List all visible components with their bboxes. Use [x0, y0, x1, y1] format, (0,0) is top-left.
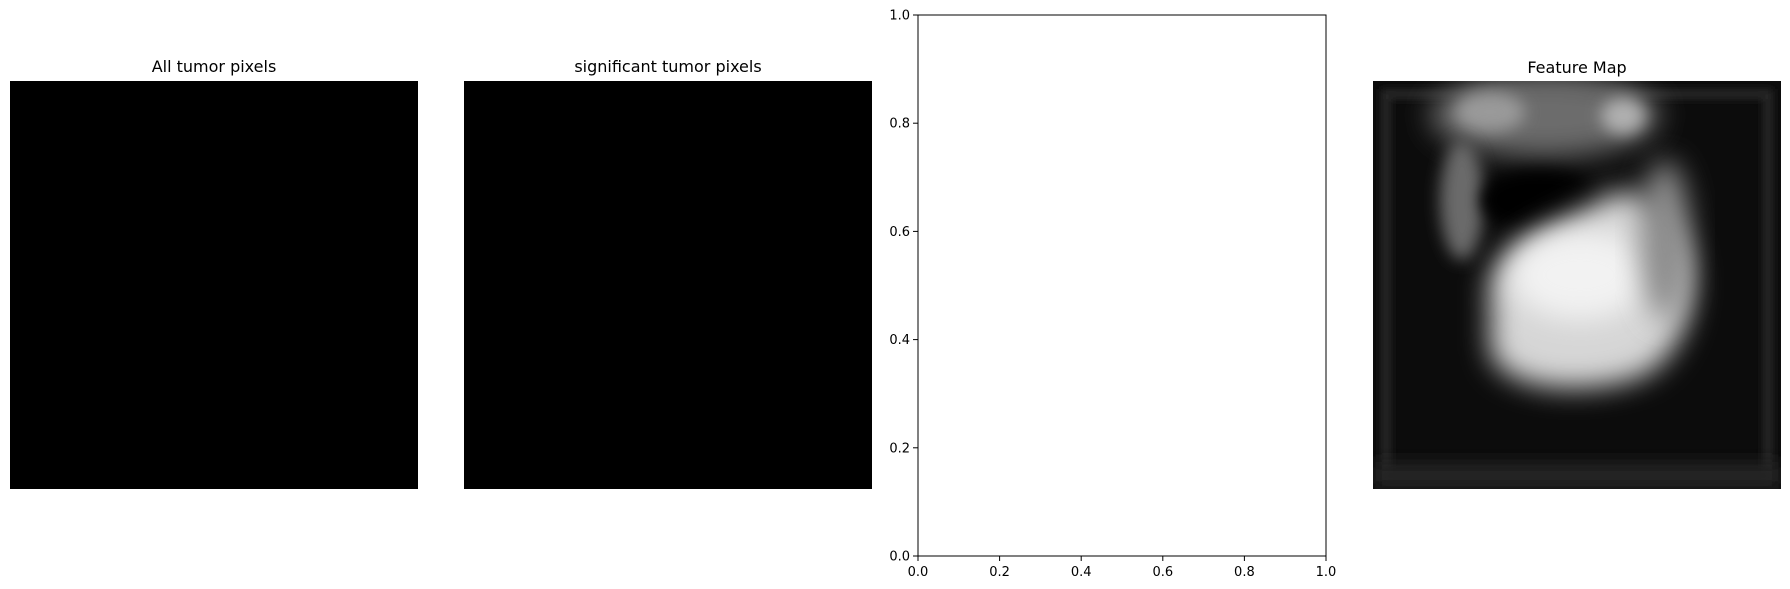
y-tick-label: 0.6 [889, 225, 910, 240]
y-tick-label: 0.2 [889, 441, 910, 456]
y-tick-label: 1.0 [889, 9, 910, 24]
axes-frame [917, 14, 1327, 557]
panel-title-feature-map: Feature Map [1527, 58, 1626, 77]
significant-tumor-pixels-image [464, 81, 872, 489]
feature-map-bottom-band [1373, 462, 1781, 489]
x-tick-label: 0.2 [989, 565, 1010, 580]
y-tick-label: 0.8 [889, 117, 910, 132]
feature-map-top-bright-right [1601, 98, 1645, 134]
x-tick-label: 0.8 [1234, 565, 1255, 580]
panel-title-significant-tumor-pixels: significant tumor pixels [574, 57, 762, 76]
x-tick-label: 0.4 [1071, 565, 1092, 580]
x-tick-label: 1.0 [1316, 565, 1337, 580]
x-tick-label: 0.0 [908, 565, 929, 580]
panel-title-all-tumor-pixels: All tumor pixels [151, 57, 277, 76]
x-axis-ticks: 0.0 0.2 0.4 0.6 0.8 1.0 [908, 556, 1337, 580]
feature-map-right-band [1640, 160, 1690, 320]
all-tumor-pixels-image [10, 81, 418, 489]
y-tick-label: 0.4 [889, 333, 910, 348]
feature-map-image [1373, 81, 1781, 489]
feature-map-top-bright-left [1455, 92, 1525, 132]
empty-axes: 0.0 0.2 0.4 0.6 0.8 1.0 0.0 0.2 0.4 0.6 0.8 1.0 [889, 9, 1336, 581]
y-tick-label: 0.0 [889, 550, 910, 565]
feature-map-left-arc [1440, 140, 1484, 260]
feature-map-highlight [1510, 230, 1650, 320]
x-tick-label: 0.6 [1152, 565, 1173, 580]
feature-map-dark-cavity [1480, 170, 1600, 230]
y-axis-ticks: 0.0 0.2 0.4 0.6 0.8 1.0 [889, 9, 918, 565]
